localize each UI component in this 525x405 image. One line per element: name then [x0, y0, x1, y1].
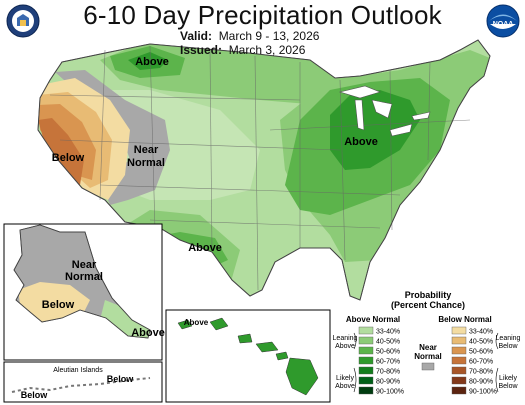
- aleutian-label-below-1: Below: [21, 390, 49, 400]
- conus-label-above-east: Above: [344, 136, 378, 148]
- legend-below-swatch: [451, 346, 467, 355]
- legend-above-range: 60-70%: [376, 359, 400, 366]
- legend-below-swatch: [451, 356, 467, 365]
- legend-above-swatch: [358, 346, 374, 355]
- legend-below-range: 80-90%: [469, 379, 493, 386]
- legend-below-range: 90-100%: [469, 389, 497, 396]
- legend-leaning-above-1: Leaning: [333, 335, 358, 342]
- legend-near-1: Near: [419, 343, 437, 352]
- legend-leaning-below-2: Below: [498, 343, 518, 350]
- legend-below-swatch: [451, 386, 467, 395]
- legend-title-2: (Percent Chance): [391, 300, 465, 310]
- legend-above-swatch: [358, 376, 374, 385]
- legend-above-range: 80-90%: [376, 379, 400, 386]
- legend-above-range: 40-50%: [376, 339, 400, 346]
- alaska-label-above: Above: [131, 327, 165, 339]
- aleutian-label-below-2: Below: [107, 374, 135, 384]
- legend-near-swatch: [421, 362, 435, 371]
- issued-line: Issued: March 3, 2026: [180, 43, 305, 57]
- noaa-logo-text: NOAA: [493, 21, 514, 28]
- legend-below-range: 50-60%: [469, 349, 493, 356]
- legend-likely-above-2: Above: [335, 383, 355, 390]
- legend-title-1: Probability: [405, 290, 452, 300]
- conus-label-near-2: Normal: [127, 157, 165, 169]
- legend-above-range: 90-100%: [376, 389, 404, 396]
- great-lakes: [338, 85, 431, 137]
- issued-label: Issued:: [180, 43, 223, 57]
- legend-below-range: 40-50%: [469, 339, 493, 346]
- legend-above-swatch: [358, 356, 374, 365]
- legend-above-range: 70-80%: [376, 369, 400, 376]
- hawaii-inset: Above: [165, 309, 331, 403]
- noaa-logo-icon: NOAA: [486, 4, 520, 38]
- legend-leaning-below-1: Leaning: [496, 335, 521, 342]
- legend-below-range: 33-40%: [469, 329, 493, 336]
- legend-above-swatch: [358, 366, 374, 375]
- legend-above-swatch: [358, 386, 374, 395]
- alaska-label-near-2: Normal: [65, 271, 103, 283]
- legend-below-range: 70-80%: [469, 369, 493, 376]
- legend-below-swatch: [451, 376, 467, 385]
- conus-label-above-south: Above: [188, 242, 222, 254]
- valid-line: Valid: March 9 - 13, 2026: [180, 29, 319, 43]
- legend: Probability (Percent Chance) Above Norma…: [333, 290, 521, 396]
- legend-below-header: Below Normal: [438, 315, 491, 324]
- legend-likely-below-2: Below: [498, 383, 518, 390]
- alaska-label-below: Below: [42, 299, 75, 311]
- legend-likely-below-1: Likely: [499, 375, 517, 382]
- legend-above-swatch: [358, 326, 374, 335]
- page-title: 6-10 Day Precipitation Outlook: [83, 0, 442, 30]
- hawaii-label-above: Above: [184, 318, 209, 327]
- conus-label-above-north: Above: [135, 56, 169, 68]
- conus-label-below: Below: [52, 152, 85, 164]
- alaska-inset: Near Normal Below Above: [3, 223, 165, 361]
- valid-dates: March 9 - 13, 2026: [218, 29, 320, 43]
- legend-below-swatch: [451, 366, 467, 375]
- alaska-label-near-1: Near: [72, 259, 97, 271]
- legend-above-range: 50-60%: [376, 349, 400, 356]
- issued-date: March 3, 2026: [228, 43, 306, 57]
- legend-below-swatch: [451, 336, 467, 345]
- conus-label-near-1: Near: [134, 144, 159, 156]
- legend-below-swatch: [451, 326, 467, 335]
- aleutian-inset: Aleutian Islands Below Below: [3, 361, 163, 403]
- legend-leaning-above-2: Above: [335, 343, 355, 350]
- legend-above-swatch: [358, 336, 374, 345]
- aleutian-title: Aleutian Islands: [53, 367, 103, 374]
- legend-near-2: Normal: [414, 352, 442, 361]
- legend-below-range: 60-70%: [469, 359, 493, 366]
- valid-label: Valid:: [180, 29, 213, 43]
- legend-above-header: Above Normal: [346, 315, 400, 324]
- doc-seal-icon: [6, 4, 40, 38]
- legend-likely-above-1: Likely: [336, 375, 354, 382]
- legend-above-range: 33-40%: [376, 329, 400, 336]
